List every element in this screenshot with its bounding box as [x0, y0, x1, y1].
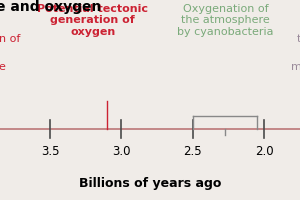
Text: t: t — [297, 34, 300, 44]
Text: n of: n of — [0, 34, 20, 44]
Text: 3.5: 3.5 — [41, 145, 59, 158]
Text: Oxygenation of
the atmosphere
by cyanobacteria: Oxygenation of the atmosphere by cyanoba… — [178, 4, 274, 37]
Text: Potential tectonic
generation of
oxygen: Potential tectonic generation of oxygen — [38, 4, 148, 37]
Text: m: m — [291, 62, 300, 72]
Text: 3.0: 3.0 — [112, 145, 131, 158]
Text: fe and oxygen: fe and oxygen — [0, 0, 101, 14]
Text: 2.5: 2.5 — [184, 145, 202, 158]
Text: Billions of years ago: Billions of years ago — [79, 177, 221, 190]
Text: e: e — [0, 62, 5, 72]
Text: 2.0: 2.0 — [255, 145, 274, 158]
